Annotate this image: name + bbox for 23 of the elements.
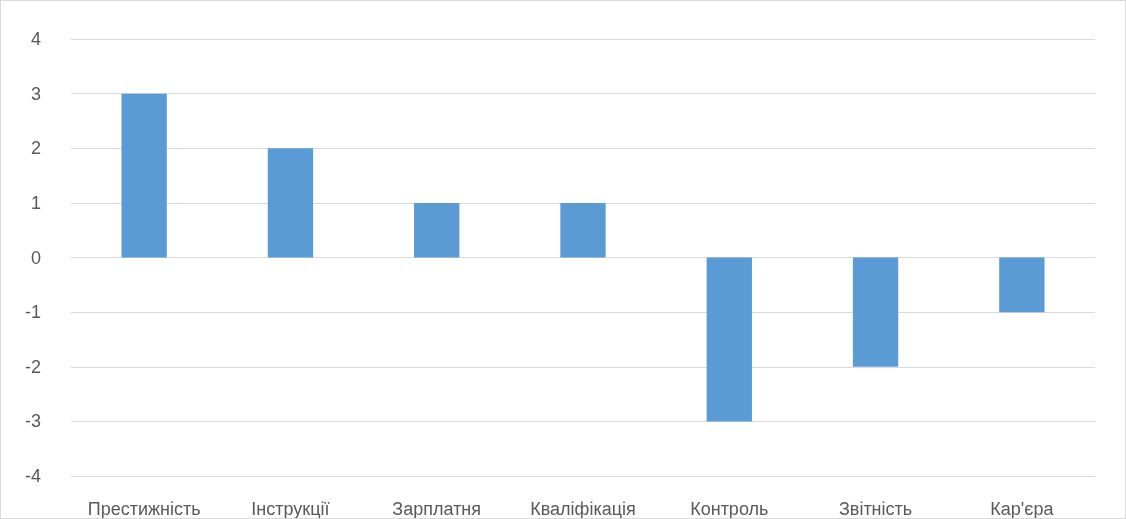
y-tick-label: 4 xyxy=(30,29,41,49)
x-tick-label: Контроль xyxy=(690,499,769,519)
y-tick-label: -3 xyxy=(24,411,41,432)
bar xyxy=(852,257,899,367)
bar xyxy=(706,257,752,422)
x-tick-label: Престижність xyxy=(87,499,201,519)
y-tick-label: -2 xyxy=(24,356,41,377)
bar xyxy=(560,202,606,258)
y-tick-label: 3 xyxy=(30,83,41,104)
bar xyxy=(267,148,314,258)
y-tick-label: 1 xyxy=(30,192,41,213)
y-tick-label: 2 xyxy=(30,138,41,159)
y-tick-label: 0 xyxy=(30,247,41,268)
x-tick-label: Зарплатня xyxy=(392,499,482,519)
x-tick-label: Кваліфікація xyxy=(530,499,636,519)
bar xyxy=(999,257,1045,313)
bar xyxy=(121,93,167,258)
x-tick-label: Інструкції xyxy=(251,499,330,519)
y-tick-label: -4 xyxy=(24,466,41,486)
x-tick-label: Звітність xyxy=(838,499,913,519)
y-tick-label: -1 xyxy=(24,302,41,323)
x-tick-label: Кар'єра xyxy=(990,499,1055,519)
bar xyxy=(414,202,460,258)
